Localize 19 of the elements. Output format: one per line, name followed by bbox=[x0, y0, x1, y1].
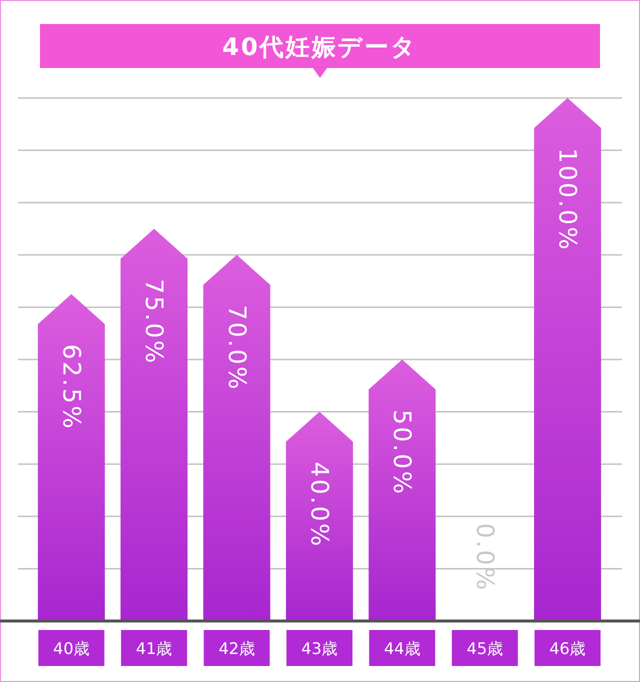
x-tick-label: 45歳 bbox=[466, 639, 504, 658]
chart-title: 40代妊娠データ bbox=[222, 33, 418, 61]
x-tick-label: 40歳 bbox=[53, 639, 90, 658]
x-tick-label: 43歳 bbox=[301, 639, 338, 658]
bar bbox=[534, 98, 602, 621]
x-tick-label: 46歳 bbox=[549, 639, 586, 658]
data-label: 75.0% bbox=[140, 278, 168, 365]
data-label: 40.0% bbox=[305, 462, 334, 548]
x-tick-label: 41歳 bbox=[136, 639, 172, 658]
bar bbox=[38, 294, 105, 621]
x-tick-label: 42歳 bbox=[218, 639, 255, 658]
bar bbox=[368, 360, 436, 621]
data-label: 70.0% bbox=[222, 304, 251, 392]
data-label: 100.0% bbox=[554, 148, 582, 252]
bar bbox=[120, 228, 188, 621]
bar bbox=[203, 254, 270, 621]
data-label: 50.0% bbox=[388, 410, 416, 496]
data-label: 62.5% bbox=[57, 344, 86, 430]
x-tick-label: 44歳 bbox=[384, 639, 420, 658]
